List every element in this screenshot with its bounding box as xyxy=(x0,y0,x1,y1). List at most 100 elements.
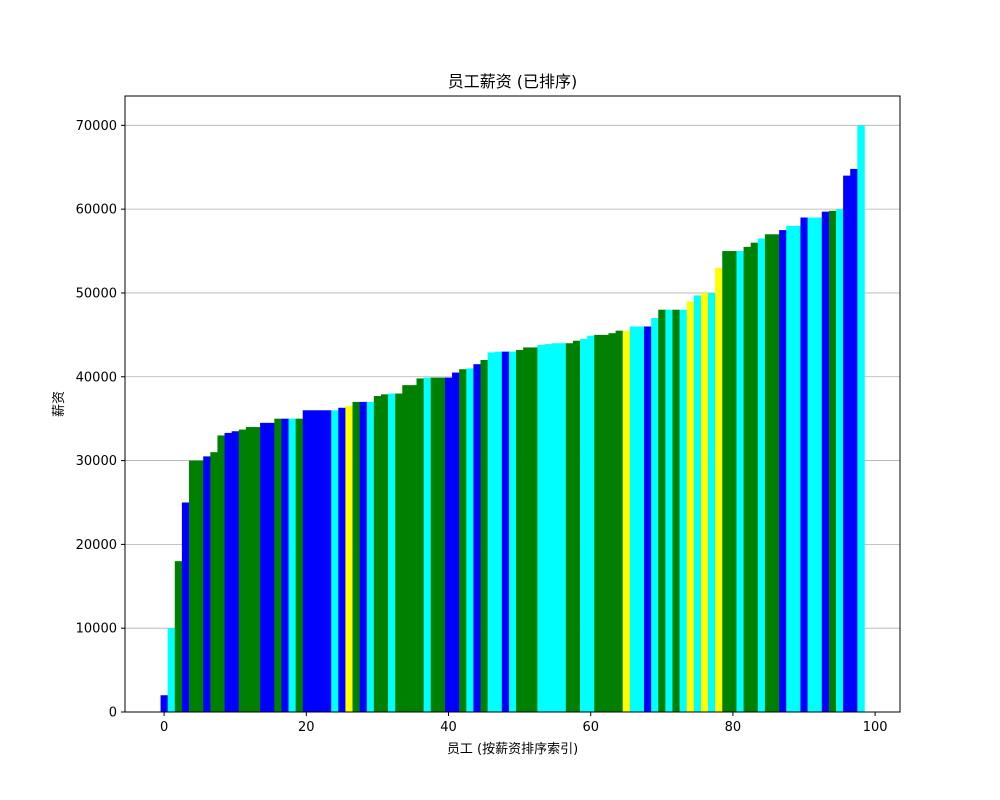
x-tick-label: 40 xyxy=(440,720,457,735)
bar xyxy=(316,410,325,712)
bar xyxy=(174,561,183,712)
bar xyxy=(487,352,496,712)
y-tick-label: 60000 xyxy=(76,203,117,218)
bar xyxy=(544,344,552,712)
bar xyxy=(622,330,631,712)
bar xyxy=(501,351,510,712)
bar xyxy=(665,309,673,712)
bar xyxy=(437,377,446,712)
y-axis-ticks: 0 10000 20000 30000 40000 50000 60000 70000 xyxy=(76,119,125,721)
bar xyxy=(210,452,218,712)
bar xyxy=(338,407,346,712)
bar xyxy=(359,401,368,712)
bar xyxy=(807,217,815,712)
x-tick-label: 20 xyxy=(298,720,315,735)
bar xyxy=(594,334,602,712)
bar xyxy=(466,368,474,712)
bar xyxy=(516,349,524,712)
bar xyxy=(231,431,240,712)
bar xyxy=(245,427,254,712)
bar xyxy=(238,429,247,712)
bar xyxy=(565,343,574,712)
bar xyxy=(452,372,460,712)
bar xyxy=(267,422,275,712)
x-tick-label: 100 xyxy=(863,720,888,735)
bar xyxy=(537,344,545,712)
y-tick-label: 30000 xyxy=(76,454,117,469)
bar xyxy=(430,377,439,712)
bar xyxy=(850,168,858,712)
bar xyxy=(786,225,794,712)
bar xyxy=(402,385,410,712)
x-tick-label: 0 xyxy=(160,720,168,735)
bar xyxy=(814,217,823,712)
bar xyxy=(779,230,787,712)
bar xyxy=(558,343,567,712)
bar xyxy=(686,301,695,712)
bar xyxy=(530,347,538,712)
bar xyxy=(551,343,560,712)
bar xyxy=(672,309,680,712)
bar xyxy=(380,394,389,712)
bar xyxy=(345,406,353,712)
bar xyxy=(608,333,616,712)
bar xyxy=(644,326,652,712)
bar xyxy=(764,234,773,713)
bar xyxy=(373,396,382,712)
bar xyxy=(331,410,339,712)
bar xyxy=(309,410,318,712)
bar xyxy=(736,251,744,713)
bar xyxy=(793,225,801,712)
bar xyxy=(388,393,396,712)
bar xyxy=(821,211,830,712)
y-tick-label: 20000 xyxy=(76,538,117,553)
bar xyxy=(715,267,723,712)
bar xyxy=(508,351,517,712)
bar xyxy=(693,295,702,712)
y-tick-label: 0 xyxy=(109,706,117,721)
bar xyxy=(423,377,432,712)
bar xyxy=(729,251,737,713)
bar xyxy=(700,292,709,712)
bar xyxy=(395,393,403,712)
y-axis-title: 薪资 xyxy=(52,391,67,417)
y-tick-label: 50000 xyxy=(76,286,117,301)
bar xyxy=(295,418,304,712)
bar xyxy=(444,377,453,712)
bar xyxy=(722,251,730,713)
bar xyxy=(459,369,467,712)
y-tick-label: 10000 xyxy=(76,622,117,637)
bar xyxy=(188,460,197,712)
bar xyxy=(366,401,375,712)
bar xyxy=(750,242,759,712)
x-axis-title: 员工 (按薪资排序索引) xyxy=(447,742,578,757)
chart-title: 员工薪资 (已排序) xyxy=(448,72,578,91)
bar xyxy=(160,695,168,712)
bar xyxy=(409,385,417,712)
bar xyxy=(288,418,296,712)
bar xyxy=(224,432,232,712)
bar xyxy=(167,628,176,712)
y-tick-label: 40000 xyxy=(76,370,117,385)
bar xyxy=(629,326,638,712)
bar xyxy=(836,209,844,712)
bar xyxy=(252,427,261,712)
plot-frame xyxy=(124,95,901,713)
bar xyxy=(843,175,851,713)
bar xyxy=(523,347,531,712)
bar xyxy=(324,410,332,712)
bar xyxy=(572,340,581,712)
x-axis-ticks: 0 20 40 60 80 100 xyxy=(160,712,888,735)
bar xyxy=(636,326,645,712)
bar xyxy=(203,456,211,712)
bar xyxy=(651,318,659,712)
bar xyxy=(181,502,190,712)
bar xyxy=(352,401,360,712)
bar xyxy=(494,351,503,712)
bar xyxy=(217,435,225,712)
bar xyxy=(473,364,481,712)
bars xyxy=(160,125,865,713)
x-tick-label: 80 xyxy=(725,720,742,735)
bar xyxy=(743,246,751,712)
